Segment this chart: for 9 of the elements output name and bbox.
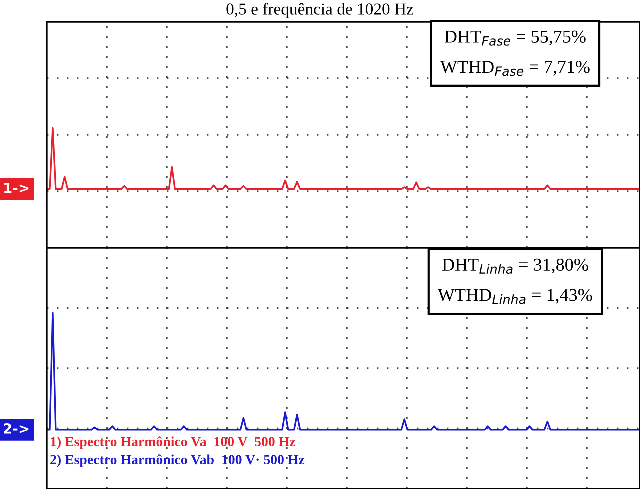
chart-title: 0,5 e frequência de 1020 Hz	[226, 3, 414, 18]
series-label: 2) Espectro Harmônico Vab 100 V· 500 Hz	[50, 454, 305, 468]
text: 2->	[4, 423, 29, 434]
text: DHT$_{Linha}$ = 31,80%	[442, 258, 588, 274]
text: WTHD$_{Fase}$ = 7,71%	[440, 61, 590, 76]
text: WTHD$_{Linha}$ = 1,43%	[438, 289, 592, 304]
text: DHT$_{Fase}$ = 55,75%	[444, 30, 586, 46]
text: 1) Espectro Harmônico Va 100 V 500 Hz	[51, 436, 296, 450]
text: 1->	[4, 182, 29, 194]
